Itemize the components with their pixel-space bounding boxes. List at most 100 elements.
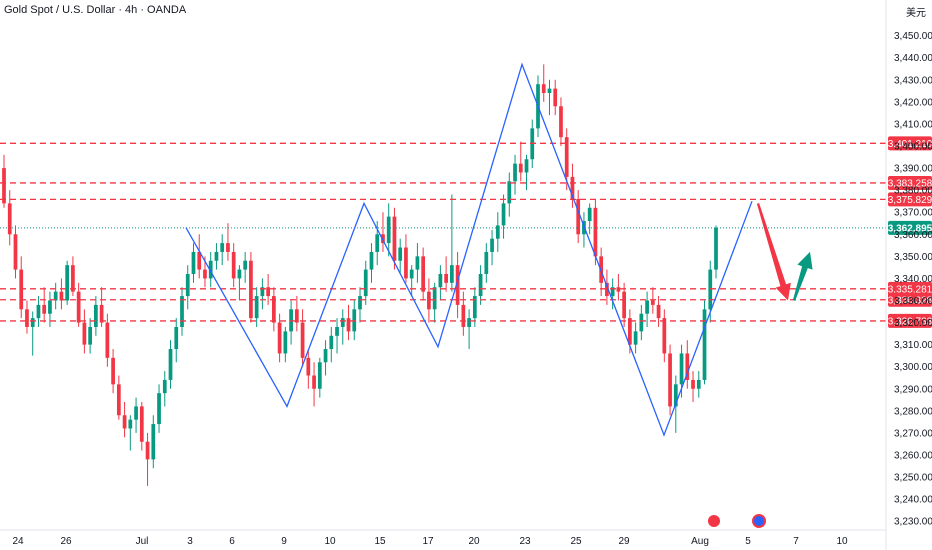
candle-body [524, 159, 529, 173]
candle-body [174, 326, 179, 350]
price-tick-label: 3,400.000 [894, 142, 932, 153]
candle-body [36, 304, 41, 319]
candle-body [421, 256, 426, 292]
time-tick-label: 15 [374, 536, 386, 547]
time-tick-label: Aug [691, 536, 709, 547]
level-label-box [888, 136, 932, 151]
currency-label: 美元 [906, 8, 926, 19]
candle-body [616, 287, 621, 292]
level-label-box [888, 175, 932, 190]
candle-body [381, 234, 385, 244]
price-tick-label: 3,340.000 [894, 274, 932, 285]
time-tick-label: 9 [281, 536, 287, 547]
candle-body [25, 309, 29, 327]
candle-body [220, 243, 225, 252]
candle-body [673, 384, 678, 407]
candle-body [231, 251, 236, 279]
candle-body [358, 296, 362, 310]
candle-body [128, 419, 133, 429]
time-tick-label: 23 [519, 536, 531, 547]
candle-body [691, 379, 695, 389]
candle-body [208, 260, 213, 279]
candle-body [323, 349, 328, 363]
price-tick-label: 3,350.000 [894, 252, 932, 263]
level-label: 3,330.328 [888, 295, 932, 306]
candle-body [254, 296, 259, 319]
up-arrow [792, 251, 813, 301]
candle-body [340, 318, 345, 327]
price-tick-label: 3,410.000 [894, 119, 932, 130]
candle-body [168, 349, 173, 380]
candle-body [94, 304, 98, 327]
price-tick-label: 3,280.000 [894, 406, 932, 417]
candle-body [134, 406, 138, 420]
candle-body [197, 251, 202, 270]
candle-body [685, 353, 690, 380]
candle-body [30, 318, 35, 327]
level-label-box [888, 313, 932, 328]
candle-body [76, 291, 81, 323]
candle-body [438, 274, 443, 288]
price-tick-label: 3,430.000 [894, 75, 932, 86]
candle-body [714, 227, 718, 270]
price-tick-label: 3,310.000 [894, 340, 932, 351]
candle-body [668, 353, 672, 407]
candle-body [145, 441, 150, 460]
time-tick-label: 3 [187, 536, 193, 547]
candle-body [662, 318, 667, 354]
candle-body [559, 106, 563, 138]
candle-body [507, 181, 512, 204]
us-flag-event-icon[interactable] [752, 514, 766, 528]
candle-body [329, 335, 334, 350]
candle-body [48, 300, 52, 314]
price-tick-label: 3,320.000 [894, 318, 932, 329]
candle-body [306, 357, 311, 376]
candle-body [105, 322, 110, 358]
candle-body [277, 322, 282, 354]
price-tick-label: 3,330.000 [894, 296, 932, 307]
level-label-box [888, 192, 932, 207]
candle-body [59, 291, 64, 301]
candle-body [432, 287, 437, 310]
candle-body [346, 318, 351, 332]
time-tick-label: 26 [60, 536, 72, 547]
level-label-box [888, 281, 932, 296]
candle-body [139, 406, 144, 442]
candle-body [122, 415, 127, 429]
zigzag-layer [185, 62, 813, 437]
candle-body [13, 234, 18, 270]
candle-body [260, 287, 265, 297]
chart-title: Gold Spot / U.S. Dollar · 4h · OANDA [4, 4, 187, 16]
candle-body [553, 88, 558, 107]
candle-body [570, 176, 575, 199]
candle-body [696, 379, 701, 389]
candle-body [294, 309, 299, 323]
candle-body [214, 251, 219, 261]
candle-body [272, 296, 276, 323]
candle-body [576, 198, 581, 235]
candle-body [547, 88, 552, 94]
candle-body [283, 331, 288, 354]
price-tick-label: 3,270.000 [894, 428, 932, 439]
candle-body [490, 238, 494, 252]
level-label: 3,335.281 [888, 284, 932, 295]
candle-body [185, 274, 190, 297]
candle-body [501, 203, 506, 226]
level-label: 3,401.210 [888, 139, 932, 150]
candle-body [65, 265, 70, 301]
time-tick-label: Jul [136, 536, 149, 547]
time-tick-label: 24 [12, 536, 24, 547]
price-tick-label: 3,230.000 [894, 517, 932, 528]
candle-body [99, 304, 104, 323]
candle-body [335, 326, 339, 336]
time-tick-label: 20 [468, 536, 480, 547]
level-label: 3,375.829 [888, 195, 932, 206]
candle-body [71, 265, 75, 292]
flash-event-icon[interactable] [708, 515, 720, 527]
candle-body [622, 291, 626, 319]
candle-body [513, 163, 517, 182]
candle-body [312, 375, 316, 389]
candle-body [679, 353, 684, 385]
candle-body [639, 313, 644, 332]
